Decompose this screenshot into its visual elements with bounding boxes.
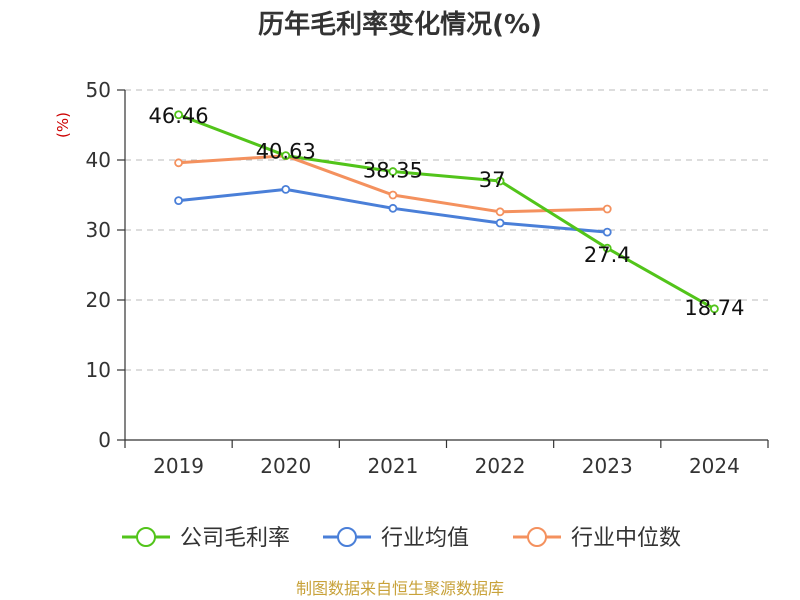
- chart-title: 历年毛利率变化情况(%): [258, 9, 542, 40]
- data-point[interactable]: [602, 227, 612, 237]
- series-1: [174, 184, 612, 237]
- data-point[interactable]: [388, 203, 398, 213]
- data-point[interactable]: [495, 207, 505, 217]
- y-tick-label: 10: [86, 358, 111, 382]
- legend-label: 行业中位数: [571, 526, 681, 551]
- data-point[interactable]: [388, 190, 398, 200]
- series-group: [174, 110, 719, 314]
- data-label: 37: [479, 168, 506, 192]
- data-point[interactable]: [388, 167, 398, 176]
- data-point[interactable]: [495, 176, 505, 186]
- legend-item-0[interactable]: 公司毛利率: [122, 526, 290, 551]
- x-tick-label: 2023: [582, 454, 633, 478]
- data-point[interactable]: [602, 243, 612, 253]
- y-axis-label: (%): [54, 112, 72, 138]
- source-note: 制图数据来自恒生聚源数据库: [296, 579, 504, 598]
- axes: 0 10 20 30 40 50 2019 2020 2021 2022 2023 2024: [86, 78, 769, 478]
- data-labels: 46.46 40.63 38.35 37 27.4 18.74: [149, 104, 745, 320]
- x-tick-label: 2019: [153, 454, 204, 478]
- y-tick-label: 40: [86, 148, 111, 172]
- data-label: 18.74: [684, 296, 744, 320]
- data-point[interactable]: [281, 151, 291, 160]
- legend-marker: [337, 527, 357, 547]
- x-tick-label: 2020: [260, 454, 311, 478]
- data-label: 38.35: [363, 159, 423, 183]
- grid: [125, 89, 768, 371]
- legend-label: 公司毛利率: [180, 526, 290, 551]
- y-tick-label: 50: [86, 78, 111, 102]
- data-point[interactable]: [281, 184, 291, 194]
- series-0: [174, 110, 719, 314]
- legend-item-1[interactable]: 行业均值: [323, 526, 469, 551]
- data-label: 46.46: [149, 104, 209, 128]
- data-point[interactable]: [174, 110, 183, 120]
- legend-marker: [527, 527, 547, 547]
- x-tick-label: 2022: [475, 454, 526, 478]
- data-label: 27.4: [584, 243, 631, 267]
- data-point[interactable]: [602, 204, 612, 214]
- legend-label: 行业均值: [381, 526, 469, 551]
- data-point[interactable]: [495, 218, 505, 228]
- y-tick-label: 20: [86, 288, 111, 312]
- x-tick-label: 2021: [367, 454, 418, 478]
- x-tick-label: 2024: [689, 454, 740, 478]
- y-tick-label: 30: [86, 218, 111, 242]
- legend-item-2[interactable]: 行业中位数: [513, 526, 681, 551]
- legend[interactable]: 公司毛利率 行业均值 行业中位数: [122, 526, 681, 551]
- data-point[interactable]: [174, 196, 183, 206]
- series-line: [178, 113, 716, 311]
- data-point[interactable]: [174, 158, 183, 168]
- y-tick-label: 0: [98, 428, 111, 452]
- data-label: 40.63: [256, 140, 316, 164]
- legend-marker: [136, 527, 156, 547]
- data-point[interactable]: [710, 304, 719, 314]
